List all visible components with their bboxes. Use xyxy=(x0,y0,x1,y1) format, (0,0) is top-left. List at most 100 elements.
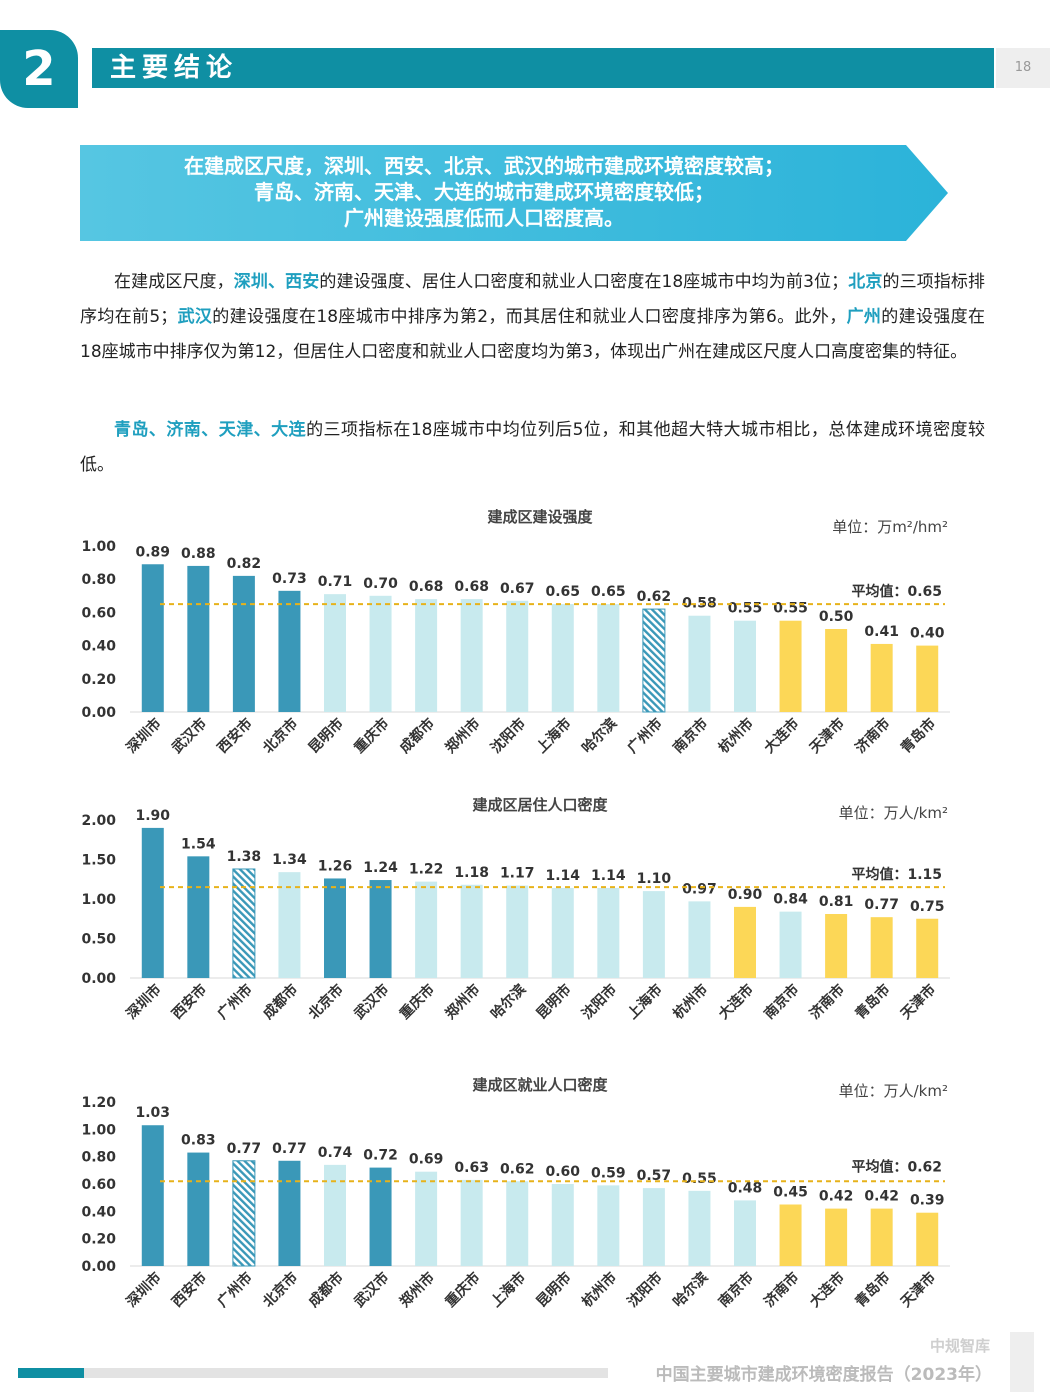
bar-value-label: 0.65 xyxy=(591,584,626,600)
bar xyxy=(551,604,574,712)
x-category-label: 南京市 xyxy=(670,715,712,757)
bar xyxy=(141,564,164,712)
x-category-label: 昆明市 xyxy=(533,981,575,1023)
chart-title: 建成区居住人口密度 xyxy=(472,796,608,814)
bar-value-label: 0.82 xyxy=(227,556,262,572)
bar-value-label: 0.77 xyxy=(864,897,899,913)
x-category-label: 哈尔滨 xyxy=(578,715,620,757)
bar-value-label: 0.45 xyxy=(773,1185,808,1201)
bar-value-label: 1.26 xyxy=(318,858,353,874)
bar xyxy=(278,1160,301,1266)
chart-employment-density: 建成区就业人口密度 单位：万人/km² 0.00 0.20 0.40 0.60 0.80 1.… xyxy=(60,1070,965,1335)
bar-value-label: 0.48 xyxy=(728,1180,763,1196)
bar-value-label: 0.40 xyxy=(910,626,945,642)
bar xyxy=(734,620,756,712)
bar-value-label: 0.81 xyxy=(819,894,854,910)
y-tick-label: 2.00 xyxy=(81,813,116,829)
chart-employment-density-svg: 建成区就业人口密度 单位：万人/km² 0.00 0.20 0.40 0.60 0.80 1.… xyxy=(81,1076,950,1311)
y-tick-label: 0.60 xyxy=(81,605,116,621)
x-category-label: 成都市 xyxy=(305,1269,347,1311)
bar-value-label: 0.63 xyxy=(454,1160,489,1176)
y-tick-label: 0.20 xyxy=(81,672,116,688)
bar-value-label: 1.18 xyxy=(454,865,489,881)
y-tick-label: 0.80 xyxy=(81,572,116,588)
x-category-label: 成都市 xyxy=(260,981,302,1023)
bar xyxy=(688,615,711,712)
x-category-label: 天津市 xyxy=(897,981,939,1023)
bar xyxy=(460,1179,483,1266)
x-category-label: 西安市 xyxy=(214,715,256,757)
bar-value-label: 0.90 xyxy=(728,887,763,903)
bar xyxy=(369,1167,392,1266)
bar xyxy=(506,1181,529,1266)
chart-unit: 单位：万人/km² xyxy=(839,1082,948,1100)
bar xyxy=(187,856,210,978)
x-category-label: 成都市 xyxy=(396,715,438,757)
x-category-label: 天津市 xyxy=(806,715,848,757)
y-tick-label: 0.00 xyxy=(81,1259,116,1275)
bar xyxy=(825,1208,848,1266)
footer-tab xyxy=(1010,1332,1034,1392)
bar-value-label: 0.83 xyxy=(181,1133,216,1149)
x-category-label: 上海市 xyxy=(533,715,575,757)
bar xyxy=(870,643,893,712)
x-category-label: 杭州市 xyxy=(578,1269,620,1311)
x-category-label: 深圳市 xyxy=(123,715,165,757)
bar-value-label: 0.42 xyxy=(819,1189,854,1205)
paragraph-text: 的建设强度在18座城市中排序仅为第12，但居住人口密度和就业人口密度均为第3，体… xyxy=(80,307,986,362)
chart-unit: 单位：万m²/hm² xyxy=(832,518,948,536)
bar-value-label: 0.74 xyxy=(318,1145,353,1161)
x-category-label: 沈阳市 xyxy=(578,981,620,1023)
chart-unit: 单位：万人/km² xyxy=(839,804,948,822)
bar xyxy=(870,917,893,978)
footer-report-title: 中国主要城市建成环境密度报告（2023年） xyxy=(655,1365,992,1385)
bar-value-label: 0.59 xyxy=(591,1165,626,1181)
bar-value-label: 1.54 xyxy=(181,836,216,852)
bar-value-label: 0.62 xyxy=(637,589,672,605)
bar-value-label: 1.10 xyxy=(637,871,672,887)
chart-residential-density: 建成区居住人口密度 单位：万人/km² 0.00 0.50 1.00 1.50 2.00 1.… xyxy=(60,790,965,1055)
x-category-label: 武汉市 xyxy=(351,981,393,1023)
bar-value-label: 0.50 xyxy=(819,609,854,625)
bar-value-label: 0.67 xyxy=(500,581,535,597)
bar xyxy=(232,1160,256,1267)
y-tick-label: 0.50 xyxy=(81,932,116,948)
bar-value-label: 0.70 xyxy=(363,576,398,592)
bar xyxy=(734,1200,756,1266)
bar-value-label: 1.38 xyxy=(227,849,262,865)
bar-value-label: 0.89 xyxy=(136,544,171,560)
bar xyxy=(642,891,665,978)
bar-value-label: 0.41 xyxy=(864,624,899,640)
banner-line-3: 广州建设强度低而人口密度高。 xyxy=(344,206,624,230)
summary-banner: 在建成区尺度，深圳、西安、北京、武汉的城市建成环境密度较高； 青岛、济南、天津、… xyxy=(80,145,948,241)
footer-progress-accent xyxy=(18,1368,84,1378)
x-category-label: 重庆市 xyxy=(351,715,393,757)
bar xyxy=(870,1208,893,1266)
section-title: 主要结论 xyxy=(92,48,994,88)
bar xyxy=(232,575,255,712)
footer-progress-track xyxy=(18,1368,608,1378)
x-category-label: 大连市 xyxy=(761,715,803,757)
bar xyxy=(825,629,848,712)
bar xyxy=(688,901,711,978)
x-category-label: 广州市 xyxy=(214,1269,256,1311)
bar-value-label: 0.39 xyxy=(910,1193,945,1209)
y-tick-label: 1.50 xyxy=(81,853,116,869)
x-category-label: 济南市 xyxy=(761,1269,803,1311)
x-category-label: 济南市 xyxy=(806,981,848,1023)
bar xyxy=(187,1152,210,1266)
bar-value-label: 0.75 xyxy=(910,899,945,915)
bar xyxy=(415,881,438,978)
x-category-label: 青岛市 xyxy=(897,715,939,757)
section-number: 2 xyxy=(22,41,56,97)
y-tick-label: 1.00 xyxy=(81,892,116,908)
paragraph-2: 青岛、济南、天津、大连的三项指标在18座城市中均位列后5位，和其他超大特大城市相… xyxy=(80,413,985,483)
bar-value-label: 1.17 xyxy=(500,866,535,882)
y-tick-label: 0.00 xyxy=(81,971,116,987)
bar-value-label: 0.88 xyxy=(181,546,216,562)
bar-value-label: 0.97 xyxy=(682,881,717,897)
bar-value-label: 0.72 xyxy=(363,1148,398,1164)
page-number: 18 xyxy=(996,48,1050,88)
x-category-label: 西安市 xyxy=(168,981,210,1023)
average-label: 平均值：1.15 xyxy=(851,866,942,883)
